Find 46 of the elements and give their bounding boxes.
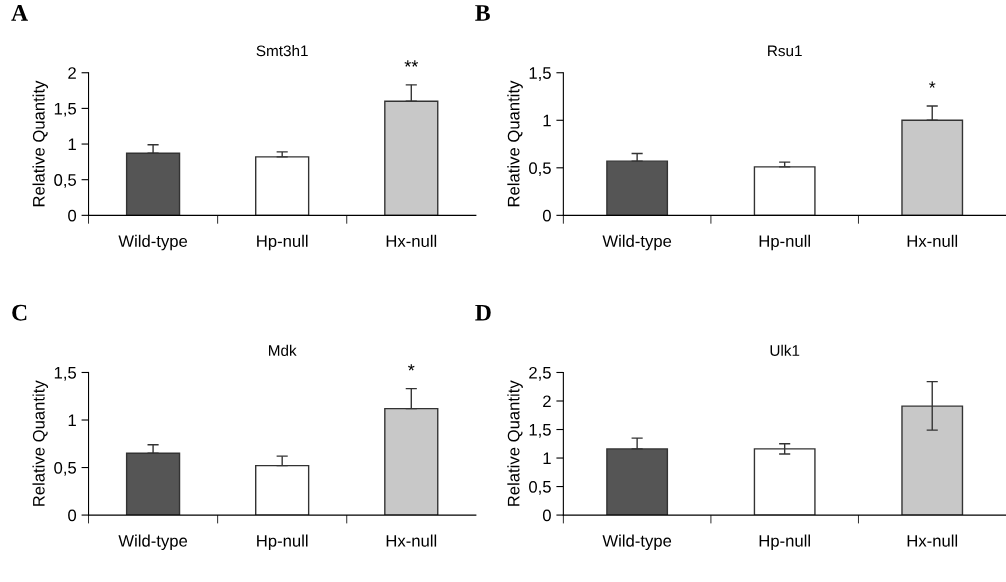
chart-title: Ulk1	[770, 344, 800, 356]
y-tick-label: 1,5	[529, 67, 551, 81]
y-tick-label: 2	[543, 395, 551, 408]
y-tick-label: 0,5	[529, 162, 551, 176]
x-tick-label: Hp-null	[257, 534, 308, 551]
chart-title: Rsu1	[768, 45, 802, 57]
y-tick-label: 0	[542, 209, 551, 222]
y-tick-label: 0	[68, 509, 77, 522]
x-tick-label: Hx-null	[907, 234, 958, 248]
text: **	[404, 60, 419, 67]
y-axis-title: Relative Quantity	[32, 380, 48, 506]
y-axis-title: Relative Quantity	[507, 80, 523, 207]
x-tick-label: Wild-type	[602, 234, 672, 251]
x-tick-label: Wild-type	[118, 234, 188, 251]
y-tick-label: 1,5	[54, 367, 77, 381]
y-axis-title: Relative Quantity	[32, 80, 48, 207]
text: B	[475, 5, 490, 21]
y-tick-label: 1	[543, 114, 551, 127]
y-tick-label: 2,5	[529, 366, 551, 381]
x-tick-label: Hx-null	[907, 534, 958, 547]
chart-title: Smt3h1	[256, 45, 308, 57]
y-tick-label: 2	[68, 67, 76, 79]
x-tick-label: Hx-null	[386, 534, 437, 547]
chart-title: Mdk	[269, 344, 297, 356]
x-tick-label: Hp-null	[759, 234, 810, 251]
y-tick-label: 1,5	[54, 102, 77, 117]
x-tick-label: Hx-null	[386, 234, 437, 248]
text: D	[475, 304, 491, 321]
y-tick-label: 1	[68, 414, 76, 427]
x-tick-label: Wild-type	[118, 534, 188, 551]
y-tick-label: 1	[68, 138, 76, 151]
annotation: *	[929, 81, 936, 88]
text: C	[12, 304, 27, 321]
y-tick-label: 1,5	[529, 424, 551, 438]
y-tick-label: 0	[68, 209, 77, 222]
y-tick-label: 0,5	[54, 174, 77, 188]
y-tick-label: 0,5	[529, 480, 551, 495]
y-tick-label: 0	[542, 509, 551, 522]
y-axis-title: Relative Quantity	[507, 380, 523, 506]
y-tick-label: 0,5	[54, 461, 77, 476]
x-tick-label: Wild-type	[602, 534, 672, 551]
y-tick-label: 1	[543, 452, 551, 465]
x-tick-label: Hp-null	[759, 534, 810, 551]
text: *	[408, 364, 415, 371]
text: A	[11, 5, 28, 21]
x-tick-label: Hp-null	[257, 234, 308, 251]
